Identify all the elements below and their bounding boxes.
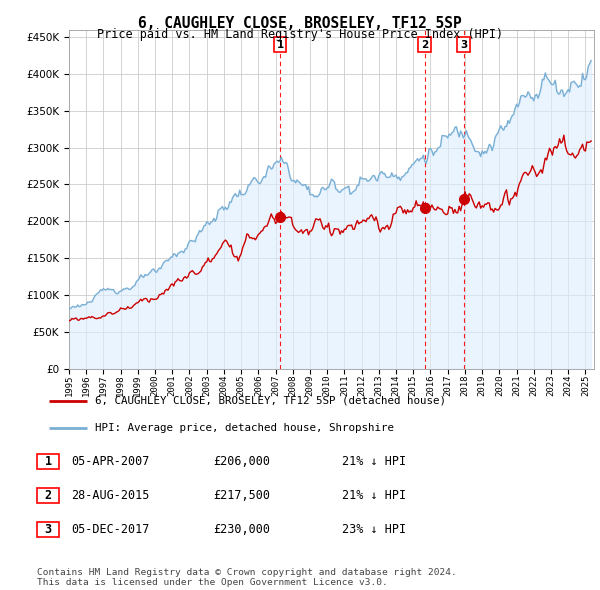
Text: 23% ↓ HPI: 23% ↓ HPI — [342, 523, 406, 536]
Text: 1: 1 — [277, 40, 284, 50]
Text: 1: 1 — [44, 455, 52, 468]
Text: 6, CAUGHLEY CLOSE, BROSELEY, TF12 5SP (detached house): 6, CAUGHLEY CLOSE, BROSELEY, TF12 5SP (d… — [95, 396, 446, 406]
Text: Price paid vs. HM Land Registry's House Price Index (HPI): Price paid vs. HM Land Registry's House … — [97, 28, 503, 41]
Text: HPI: Average price, detached house, Shropshire: HPI: Average price, detached house, Shro… — [95, 423, 394, 433]
Text: Contains HM Land Registry data © Crown copyright and database right 2024.
This d: Contains HM Land Registry data © Crown c… — [37, 568, 457, 587]
Text: 2: 2 — [421, 40, 428, 50]
Text: 21% ↓ HPI: 21% ↓ HPI — [342, 489, 406, 502]
Text: 21% ↓ HPI: 21% ↓ HPI — [342, 455, 406, 468]
Text: 05-APR-2007: 05-APR-2007 — [71, 455, 149, 468]
Text: £217,500: £217,500 — [213, 489, 270, 502]
Text: £206,000: £206,000 — [213, 455, 270, 468]
Text: 3: 3 — [460, 40, 467, 50]
Text: £230,000: £230,000 — [213, 523, 270, 536]
Text: 05-DEC-2017: 05-DEC-2017 — [71, 523, 149, 536]
Text: 3: 3 — [44, 523, 52, 536]
Text: 6, CAUGHLEY CLOSE, BROSELEY, TF12 5SP: 6, CAUGHLEY CLOSE, BROSELEY, TF12 5SP — [138, 16, 462, 31]
Text: 2: 2 — [44, 489, 52, 502]
Text: 28-AUG-2015: 28-AUG-2015 — [71, 489, 149, 502]
